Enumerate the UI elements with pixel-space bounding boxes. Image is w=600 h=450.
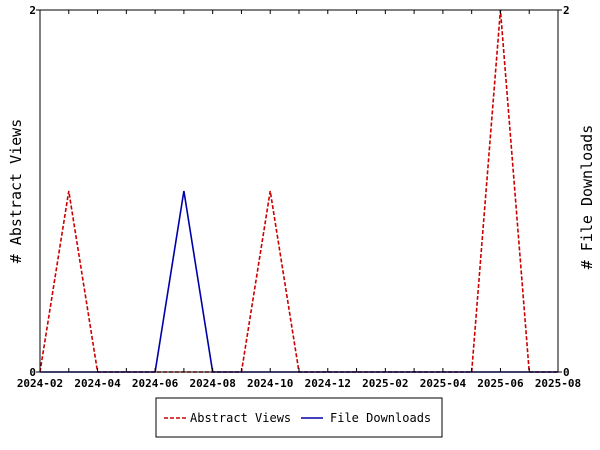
legend-box bbox=[155, 397, 443, 438]
right-y-tick-label-0: 0 bbox=[563, 366, 570, 379]
right-axis-title: # File Downloads bbox=[578, 125, 596, 270]
legend-label-abstract-views: Abstract Views bbox=[190, 411, 291, 425]
left-axis-title: # Abstract Views bbox=[7, 119, 25, 264]
x-tick-label-2025-02: 2025-02 bbox=[362, 377, 408, 390]
left-y-tick-label-2: 2 bbox=[29, 4, 36, 17]
x-tick-label-2024-08: 2024-08 bbox=[189, 377, 235, 390]
x-tick-label-2024-06: 2024-06 bbox=[132, 377, 179, 390]
left-y-tick-label-0: 0 bbox=[29, 366, 36, 379]
x-axis: 2024-02 2024-04 2024-06 2024-08 2024-10 2024-… bbox=[17, 10, 581, 390]
y-axes: 0 2 0 2 bbox=[29, 4, 569, 379]
x-tick-label-2024-10: 2024-10 bbox=[247, 377, 293, 390]
legend: Abstract Views File Downloads bbox=[155, 397, 443, 438]
legend-label-file-downloads: File Downloads bbox=[330, 411, 431, 425]
right-y-tick-label-2: 2 bbox=[563, 4, 570, 17]
x-tick-label-2025-06: 2025-06 bbox=[477, 377, 524, 390]
x-tick-label-2025-04: 2025-04 bbox=[420, 377, 467, 390]
x-tick-label-2024-02: 2024-02 bbox=[17, 377, 63, 390]
x-tick-label-2024-04: 2024-04 bbox=[74, 377, 121, 390]
x-tick-label-2025-08: 2025-08 bbox=[535, 377, 581, 390]
x-tick-label-2024-12: 2024-12 bbox=[305, 377, 351, 390]
